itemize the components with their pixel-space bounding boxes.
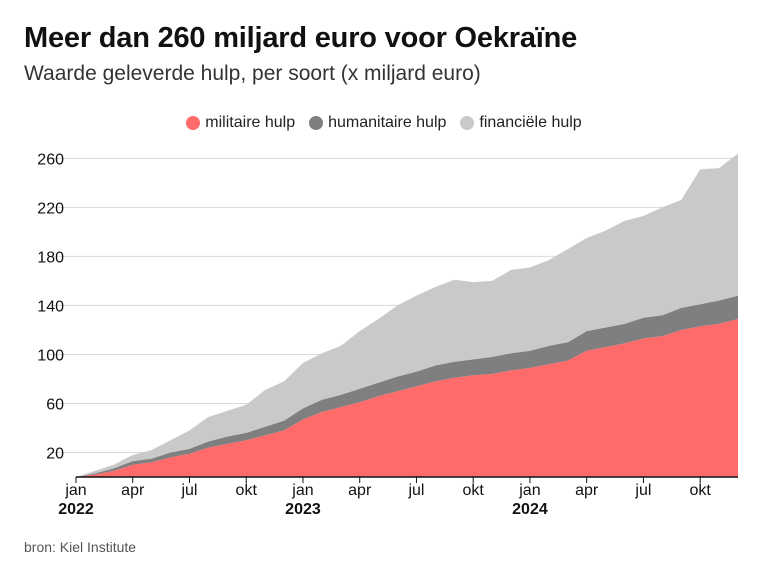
- y-tick-label-60: 60: [46, 396, 64, 413]
- legend-swatch-militaire: [186, 116, 201, 130]
- area-financiele: [76, 153, 738, 478]
- legend-item-humanitaire: humanitaire hulp: [309, 114, 446, 132]
- y-tick-label-140: 140: [37, 298, 64, 315]
- y-tick-label-20: 20: [46, 445, 64, 462]
- y-tick-label-220: 220: [37, 200, 64, 217]
- legend-label-militaire: militaire hulp: [205, 114, 296, 131]
- x-tick-label-jul: jul: [634, 482, 651, 499]
- y-tick-label-180: 180: [37, 249, 64, 266]
- source-note: bron: Kiel Institute: [24, 539, 137, 555]
- x-year-label-2024: 2024: [512, 501, 548, 518]
- y-tick-label-100: 100: [37, 347, 64, 364]
- x-tick-label-apr: apr: [348, 482, 372, 499]
- x-tick-label-jan: jan: [64, 482, 86, 499]
- x-tick-label-okt: okt: [689, 482, 711, 499]
- legend-label-humanitaire: humanitaire hulp: [328, 114, 447, 131]
- x-tick-label-jan: jan: [518, 482, 540, 499]
- x-tick-label-jul: jul: [407, 482, 424, 499]
- x-tick-label-jul: jul: [180, 482, 197, 499]
- x-tick-label-apr: apr: [575, 482, 599, 499]
- x-tick-label-okt: okt: [463, 482, 485, 499]
- legend-swatch-financiele: [460, 116, 475, 130]
- legend: militaire hulp humanitaire hulp financië…: [0, 114, 768, 132]
- x-year-label-2022: 2022: [58, 501, 94, 518]
- y-tick-label-260: 260: [37, 151, 64, 168]
- x-tick-label-apr: apr: [121, 482, 145, 499]
- area-humanitaire: [76, 295, 738, 477]
- x-year-label-2023: 2023: [285, 501, 321, 518]
- chart-subtitle: Waarde geleverde hulp, per soort (x milj…: [24, 62, 481, 85]
- legend-label-financiele: financiële hulp: [479, 114, 582, 131]
- area-militaire: [76, 318, 738, 477]
- legend-swatch-humanitaire: [309, 116, 324, 130]
- legend-item-financiele: financiële hulp: [460, 114, 582, 132]
- x-tick-label-okt: okt: [236, 482, 258, 499]
- legend-item-militaire: militaire hulp: [186, 114, 295, 132]
- x-tick-label-jan: jan: [291, 482, 313, 499]
- chart-title: Meer dan 260 miljard euro voor Oekraïne: [24, 22, 578, 54]
